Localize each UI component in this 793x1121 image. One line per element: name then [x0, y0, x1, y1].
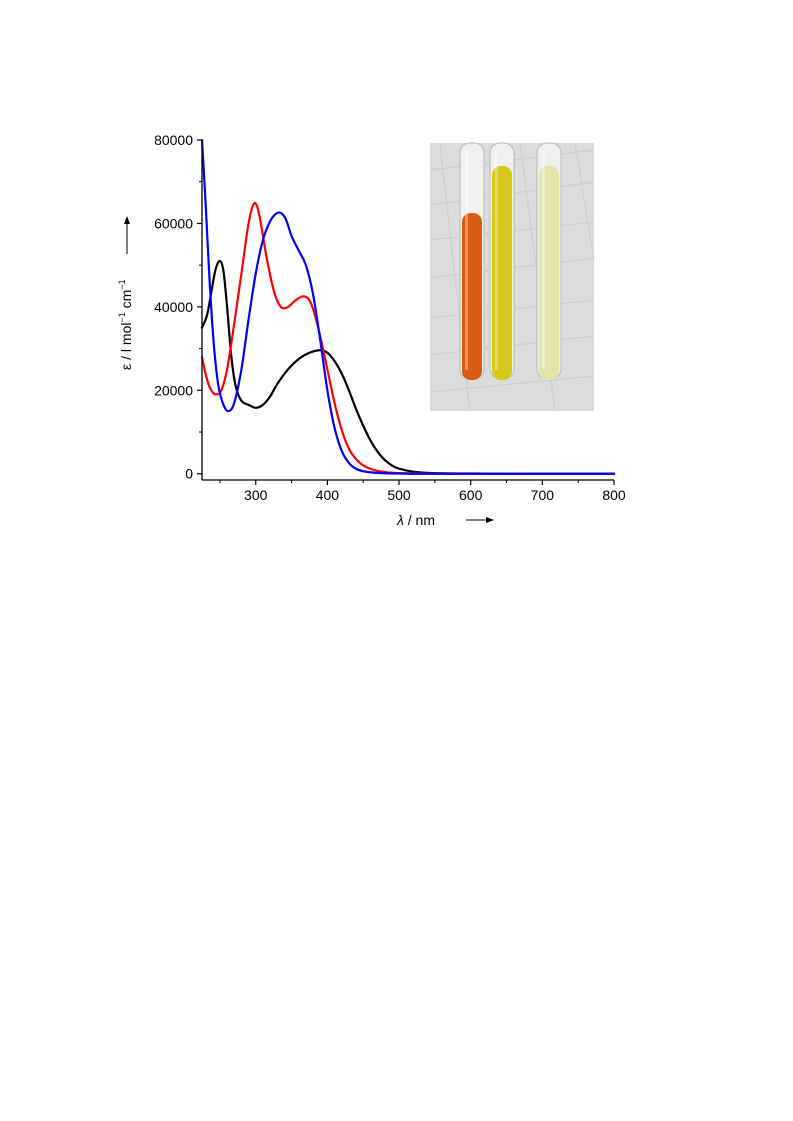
test-tube-2	[489, 142, 515, 380]
axes	[201, 140, 614, 481]
y-axis-exp-2: −1	[117, 279, 127, 289]
tube-liquid-1	[462, 213, 482, 380]
y-axis-symbol: ε	[118, 364, 134, 370]
series-line-3	[200, 138, 616, 475]
series-line-2	[200, 202, 616, 475]
x-tick-label-600: 600	[459, 487, 483, 503]
x-tick-label-800: 800	[602, 487, 626, 503]
x-tick-label-400: 400	[316, 487, 340, 503]
y-axis-label: ε / l mol−1 cm−1	[117, 279, 134, 370]
x-axis-label: λ / nm	[396, 512, 435, 528]
y-tick-label-0: 0	[185, 466, 193, 482]
test-tubes	[459, 142, 562, 380]
inset-photo	[429, 142, 595, 412]
tube-highlight-2	[495, 150, 498, 370]
test-tube-3	[536, 142, 562, 380]
test-tube-1	[459, 142, 485, 380]
y-tick-label-80000: 80000	[154, 132, 193, 148]
series-layer	[200, 138, 616, 475]
x-tick-label-500: 500	[387, 487, 411, 503]
y-axis-exp-1: −1	[117, 312, 127, 322]
tube-highlight-1	[465, 150, 468, 370]
x-axis-unit: / nm	[404, 512, 435, 528]
tube-liquid-3	[539, 166, 559, 380]
y-tick-label-20000: 20000	[154, 382, 193, 398]
x-axis-arrow	[466, 517, 494, 523]
y-tick-label-40000: 40000	[154, 299, 193, 315]
x-tick-label-700: 700	[531, 487, 555, 503]
x-tick-label-300: 300	[244, 487, 268, 503]
y-axis-unit-1: / l mol	[118, 323, 134, 364]
y-axis-unit-2: cm	[118, 290, 134, 313]
tube-highlight-3	[542, 150, 545, 370]
tube-liquid-2	[492, 166, 512, 380]
x-axis-symbol: λ	[396, 512, 404, 528]
y-tick-label-60000: 60000	[154, 215, 193, 231]
y-axis-label-group: ε / l mol−1 cm−1	[117, 216, 134, 370]
ticks: 300 400 500 600 700 800 0 20000 40000 60000 80000	[154, 132, 626, 503]
chart: 300 400 500 600 700 800020000400006000080000 …	[117, 132, 626, 528]
series-line-1	[200, 259, 616, 475]
